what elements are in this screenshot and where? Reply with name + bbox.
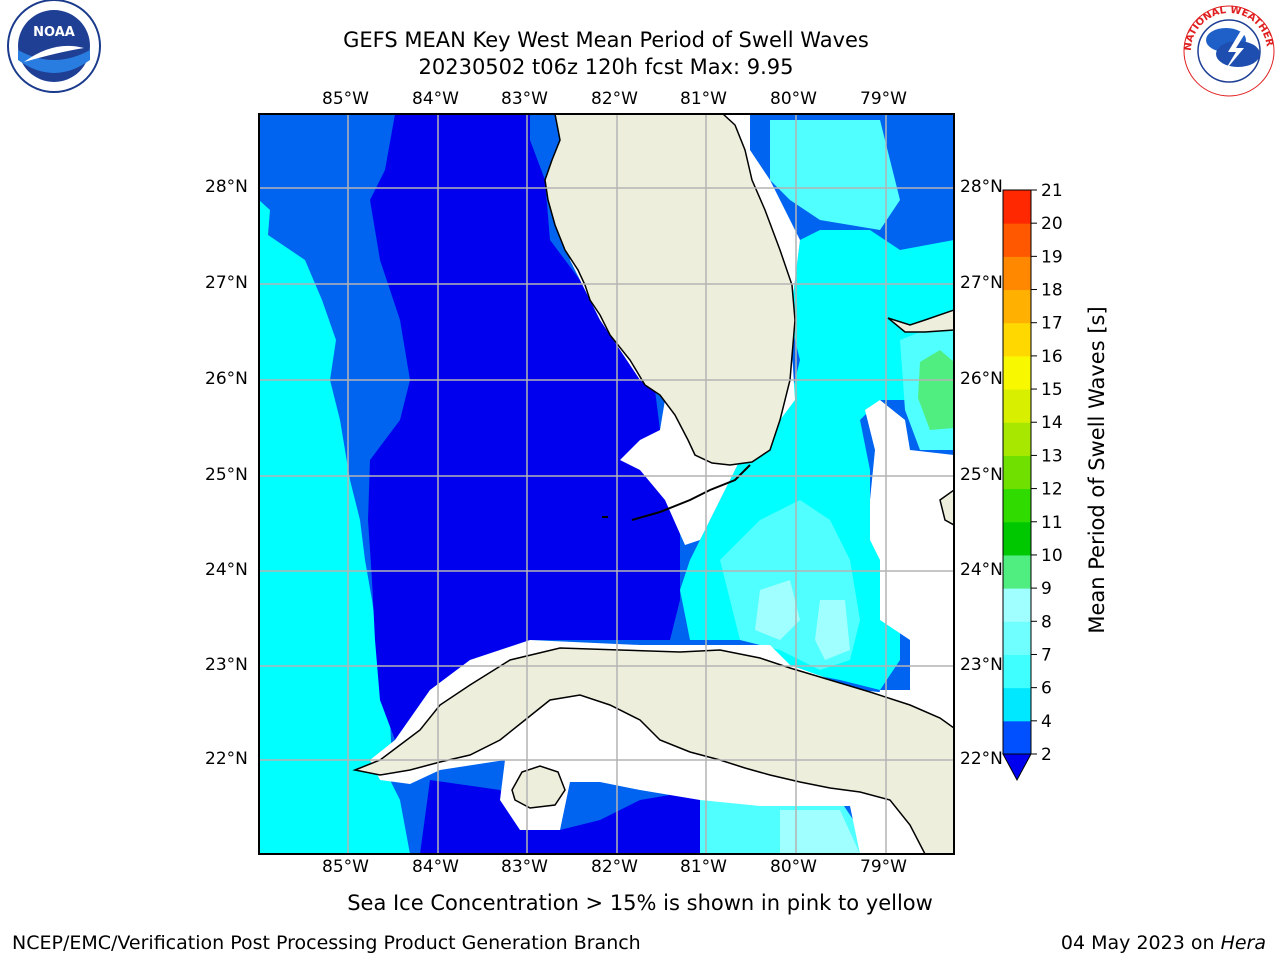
colorbar-tick-label: 19 xyxy=(1041,247,1063,267)
lon-label-top: 81°W xyxy=(680,89,727,109)
florida-keys xyxy=(631,464,751,521)
lon-label-bottom: 85°W xyxy=(322,857,369,877)
lat-label-left: 28°N xyxy=(205,177,248,197)
lat-label-right: 25°N xyxy=(960,465,1003,485)
colorbar: 2 4 6 7 8 9 10 11 12 13 14 15 16 17 18 19 20 21 xyxy=(1002,181,1063,782)
colorbar-tick-label: 17 xyxy=(1041,314,1063,334)
lon-label-bottom: 83°W xyxy=(501,857,548,877)
lon-label-top: 82°W xyxy=(591,89,638,109)
map-grid xyxy=(259,114,954,854)
colorbar-segment xyxy=(1003,654,1031,689)
colorbar-tick-label: 13 xyxy=(1041,446,1063,466)
colorbar-tick-label: 16 xyxy=(1041,347,1063,367)
lon-label-bottom: 79°W xyxy=(860,857,907,877)
lon-label-bottom: 81°W xyxy=(680,857,727,877)
lon-label-top: 79°W xyxy=(860,89,907,109)
lat-label-left: 23°N xyxy=(205,655,248,675)
colorbar-segment xyxy=(1003,422,1031,456)
cuba-land xyxy=(352,647,954,854)
lat-label-left: 26°N xyxy=(205,369,248,389)
lon-label-top: 83°W xyxy=(501,89,548,109)
deep-blue-region-south xyxy=(420,780,700,854)
lat-label-right: 27°N xyxy=(960,273,1003,293)
lat-label-right: 26°N xyxy=(960,369,1003,389)
colorbar-tick-label: 2 xyxy=(1041,745,1052,765)
colorbar-segment xyxy=(1003,389,1031,423)
colorbar-segment xyxy=(1003,256,1031,291)
lat-label-left: 24°N xyxy=(205,560,248,580)
lon-label-top: 85°W xyxy=(322,89,369,109)
colorbar-segment xyxy=(1003,720,1031,755)
colorbar-tick-label: 21 xyxy=(1041,181,1063,201)
lon-label-bottom: 80°W xyxy=(770,857,817,877)
colorbar-segment xyxy=(1003,455,1031,490)
colorbar-tick-label: 10 xyxy=(1041,546,1063,566)
pale-cyan-patch-se xyxy=(780,810,860,854)
colorbar-underflow-triangle xyxy=(1002,753,1032,782)
sea-ice-note: Sea Ice Concentration > 15% is shown in … xyxy=(347,891,933,915)
footer-date-text: 04 May 2023 on xyxy=(1060,932,1221,954)
pale-cyan-patch xyxy=(755,580,800,640)
colorbar-segment xyxy=(1003,190,1031,224)
lon-label-top: 84°W xyxy=(412,89,459,109)
lat-label-right: 23°N xyxy=(960,655,1003,675)
colorbar-tick-label: 4 xyxy=(1041,712,1052,732)
colorbar-segment xyxy=(1003,521,1031,556)
green-region-core xyxy=(918,350,954,430)
colorbar-label: Mean Period of Swell Waves [s] xyxy=(1085,306,1109,634)
footer-branch: NCEP/EMC/Verification Post Processing Pr… xyxy=(12,932,641,954)
andros-island xyxy=(939,489,954,526)
lat-label-right: 22°N xyxy=(960,749,1003,769)
colorbar-tick-label: 11 xyxy=(1041,513,1063,533)
deep-blue-region-gulf xyxy=(368,114,690,740)
isle-of-youth xyxy=(511,765,566,809)
map-frame xyxy=(258,113,955,855)
lon-label-bottom: 82°W xyxy=(591,857,638,877)
footer-host: Hera xyxy=(1220,932,1266,954)
chart-title-line1: GEFS MEAN Key West Mean Period of Swell … xyxy=(343,28,869,52)
colorbar-tick-label: 7 xyxy=(1041,645,1052,665)
colorbar-segment xyxy=(1003,554,1031,589)
lon-label-bottom: 84°W xyxy=(412,857,459,877)
noaa-logo: NOAA xyxy=(4,0,104,100)
colorbar-segment xyxy=(1003,621,1031,655)
colorbar-segment xyxy=(1003,223,1031,257)
lat-label-left: 22°N xyxy=(205,749,248,769)
colorbar-segment xyxy=(1003,289,1031,324)
colorbar-tick-label: 15 xyxy=(1041,380,1063,400)
noaa-logo-text: NOAA xyxy=(33,25,75,40)
colorbar-tick-label: 8 xyxy=(1041,612,1052,632)
chart-title-line2: 20230502 t06z 120h fcst Max: 9.95 xyxy=(418,55,794,79)
colorbar-tick-label: 18 xyxy=(1041,281,1063,301)
colorbar-segment xyxy=(1003,687,1031,722)
colorbar-segment xyxy=(1003,322,1031,357)
colorbar-tick-label: 6 xyxy=(1041,679,1052,699)
light-cyan-region xyxy=(770,120,900,230)
florida-land xyxy=(544,114,796,466)
colorbar-frame xyxy=(1002,189,1032,755)
colorbar-tick-label: 9 xyxy=(1041,579,1052,599)
colorbar-tick-label: 14 xyxy=(1041,413,1063,433)
cyan-region-southwest xyxy=(259,600,410,854)
lat-label-right: 28°N xyxy=(960,177,1003,197)
nws-logo: NATIONAL WEATHER SERVICE xyxy=(1176,0,1278,100)
lon-label-top: 80°W xyxy=(770,89,817,109)
colorbar-segment xyxy=(1003,355,1031,390)
colorbar-tick-label: 12 xyxy=(1041,480,1063,500)
colorbar-segment xyxy=(1003,588,1031,622)
lat-label-left: 27°N xyxy=(205,273,248,293)
footer-date: 04 May 2023 on Hera xyxy=(1061,932,1266,954)
lat-label-right: 24°N xyxy=(960,560,1003,580)
colorbar-segment xyxy=(1003,488,1031,523)
pale-cyan-patch-east xyxy=(815,600,850,660)
lat-label-left: 25°N xyxy=(205,465,248,485)
colorbar-tick-label: 20 xyxy=(1041,214,1063,234)
bahamas-land xyxy=(887,309,954,333)
